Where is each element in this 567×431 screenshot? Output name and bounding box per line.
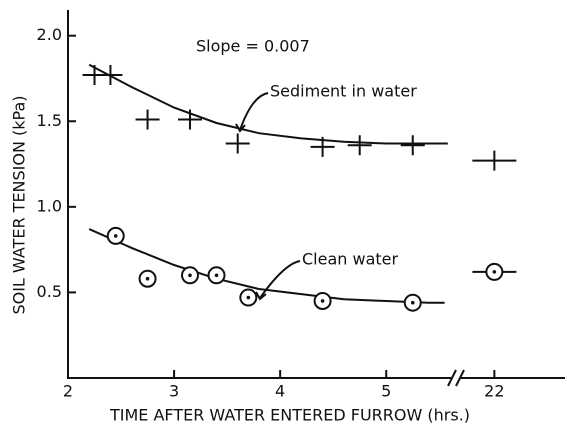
circle-marker <box>207 266 226 285</box>
label-arrow <box>239 92 269 131</box>
series-label: Sediment in water <box>270 82 417 101</box>
annotation: Slope = 0.007 <box>196 37 310 56</box>
plus-marker <box>177 109 202 130</box>
marker-part <box>113 234 118 238</box>
plus-marker <box>98 65 123 86</box>
y-tick-label: 1.0 <box>37 196 62 215</box>
circle-marker <box>180 266 199 285</box>
circle-marker <box>403 293 422 312</box>
circle-marker <box>106 226 125 245</box>
label-arrow <box>259 260 301 299</box>
marker-part <box>410 300 415 305</box>
marker-part <box>188 273 192 278</box>
x-tick-label: 22 <box>484 382 504 401</box>
marker-part <box>246 295 251 300</box>
x-tick-label: 2 <box>63 382 73 401</box>
series-label: Clean water <box>302 250 399 269</box>
plus-marker <box>310 136 335 157</box>
circle-marker <box>239 288 258 307</box>
x-tick-label: 5 <box>381 382 391 401</box>
plus-marker <box>472 150 517 171</box>
marker-part <box>320 299 325 303</box>
plus-marker <box>347 135 372 156</box>
circle-marker <box>472 262 517 281</box>
plus-marker <box>225 133 250 154</box>
marker-part <box>214 273 219 278</box>
marker-part <box>145 276 150 281</box>
y-axis-label: SOIL WATER TENSION (kPa) <box>10 95 29 314</box>
y-tick-label: 0.5 <box>37 282 62 301</box>
axis-break <box>447 369 465 387</box>
plus-marker <box>135 109 160 130</box>
y-tick-label: 2.0 <box>37 25 62 44</box>
x-tick-label: 4 <box>275 382 285 401</box>
x-tick-label: 3 <box>169 382 179 401</box>
fit-curve <box>88 63 448 145</box>
circle-marker <box>313 291 332 310</box>
arrow-head <box>255 291 267 301</box>
y-tick-label: 1.5 <box>37 111 62 130</box>
plus-marker <box>400 135 425 156</box>
arrow-head <box>235 123 246 133</box>
circle-marker <box>138 269 157 288</box>
axis-line <box>67 10 452 379</box>
x-axis-label: TIME AFTER WATER ENTERED FURROW (hrs.) <box>109 406 470 425</box>
marker-part <box>492 270 497 274</box>
